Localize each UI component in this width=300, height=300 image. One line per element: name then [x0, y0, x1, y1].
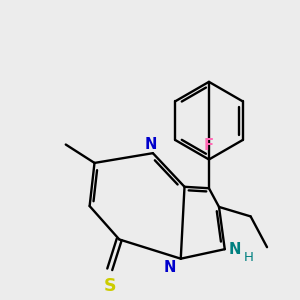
Text: F: F: [204, 138, 214, 153]
Text: N: N: [164, 260, 176, 275]
Text: S: S: [103, 277, 116, 295]
Text: N: N: [229, 242, 242, 257]
Text: H: H: [243, 251, 253, 264]
Text: N: N: [144, 137, 157, 152]
